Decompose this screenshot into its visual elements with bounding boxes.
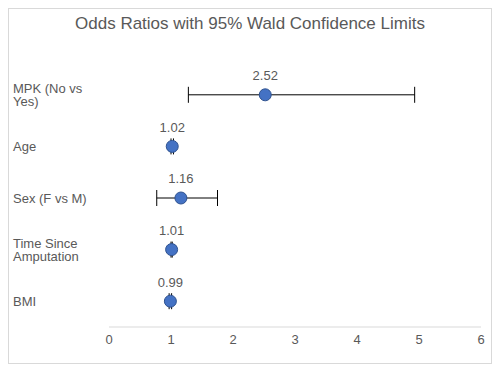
svg-text:Age: Age [13,139,36,154]
svg-text:6: 6 [477,332,484,347]
svg-text:0.99: 0.99 [158,275,183,290]
svg-text:Sex (F vs M): Sex (F vs M) [13,191,87,206]
svg-text:MPK (No vsYes): MPK (No vsYes) [13,81,83,109]
svg-text:2.52: 2.52 [253,68,278,83]
svg-text:BMI: BMI [13,294,36,309]
svg-text:3: 3 [291,332,298,347]
svg-text:0: 0 [105,332,112,347]
svg-text:1: 1 [167,332,174,347]
html-text:Odds Ratios with 95% Wald Conf: Odds Ratios with 95% Wald Confidence Lim… [75,14,425,33]
svg-text:Time SinceAmputation: Time SinceAmputation [13,236,79,264]
svg-text:5: 5 [415,332,422,347]
svg-text:2: 2 [229,332,236,347]
svg-text:1.01: 1.01 [159,223,184,238]
svg-text:4: 4 [353,332,360,347]
svg-text:1.16: 1.16 [168,171,193,186]
svg-text:1.02: 1.02 [160,120,185,135]
